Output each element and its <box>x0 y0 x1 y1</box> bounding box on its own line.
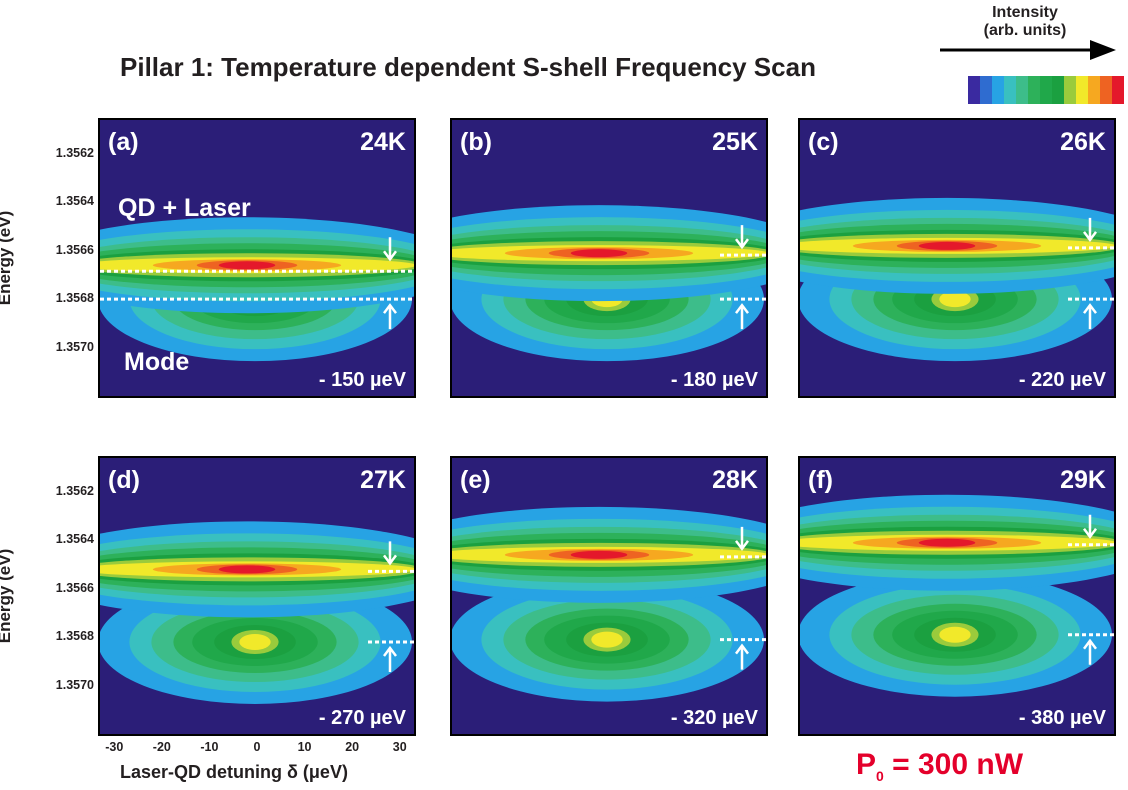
colorscale-swatch <box>1088 76 1100 104</box>
temperature-label: 25K <box>712 128 758 156</box>
heatmap-plot: (a) 24K - 150 µeV QD + Laser Mode <box>100 120 414 396</box>
heatmap-panel: (c) 26K - 220 µeV <box>798 118 1116 398</box>
colorscale-swatch <box>980 76 992 104</box>
colorscale-swatch <box>1064 76 1076 104</box>
panel-letter: (f) <box>808 466 833 494</box>
down-arrow-icon <box>735 225 749 250</box>
colorscale-swatch <box>1100 76 1112 104</box>
heatmap-panel: (e) 28K - 320 µeV <box>450 456 768 736</box>
down-arrow-icon <box>1083 217 1097 242</box>
up-arrow-icon <box>383 645 397 672</box>
colorscale-swatch <box>1076 76 1088 104</box>
temperature-label: 29K <box>1060 466 1106 494</box>
colorscale-swatch <box>1052 76 1064 104</box>
y-tick-label: 1.3562 <box>55 145 94 160</box>
up-arrow-icon <box>735 643 749 670</box>
down-arrow-icon <box>1083 514 1097 539</box>
x-tick-label: -20 <box>152 740 171 754</box>
laser-contour <box>918 538 976 547</box>
temperature-label: 28K <box>712 466 758 494</box>
y-axis-label: Energy (eV) <box>0 548 15 644</box>
y-tick-label: 1.3566 <box>55 242 94 257</box>
y-tick-label: 1.3562 <box>55 483 94 498</box>
x-tick-label: -10 <box>200 740 219 754</box>
shift-label: - 220 µeV <box>1019 369 1107 391</box>
laser-contour <box>218 565 276 574</box>
up-arrow-icon <box>1083 638 1097 665</box>
shift-label: - 180 µeV <box>671 369 759 391</box>
temperature-label: 24K <box>360 128 406 156</box>
mode-contour <box>939 291 971 308</box>
heatmap-panel: (f) 29K - 380 µeV <box>798 456 1116 736</box>
colorscale-swatch <box>1004 76 1016 104</box>
legend-title: Intensity (arb. units) <box>983 4 1067 39</box>
colorscale-swatch <box>968 76 980 104</box>
x-tick-label: 30 <box>392 740 407 754</box>
y-tick-label: 1.3564 <box>55 194 94 209</box>
panel-letter: (d) <box>108 466 140 494</box>
panel-letter: (b) <box>460 128 492 156</box>
down-arrow-icon <box>383 237 397 262</box>
heatmap-plot: (e) 28K - 320 µeV <box>452 458 766 734</box>
shift-label: - 320 µeV <box>671 707 759 729</box>
colorscale-bar <box>968 76 1124 104</box>
heatmap-panel: (d) 27K - 270 µeV <box>98 456 416 736</box>
figure-title: Pillar 1: Temperature dependent S-shell … <box>120 52 816 82</box>
laser-contour <box>918 241 976 250</box>
heatmap-plot: (d) 27K - 270 µeV <box>100 458 414 734</box>
y-axis-label: Energy (eV) <box>0 210 15 306</box>
laser-contour <box>570 249 628 258</box>
mode-contour <box>939 626 971 643</box>
heatmap-plot: (c) 26K - 220 µeV <box>800 120 1114 396</box>
colorscale-swatch <box>992 76 1004 104</box>
shift-label: - 150 µeV <box>319 369 407 391</box>
colorscale-swatch <box>1040 76 1052 104</box>
x-tick-label: 10 <box>297 740 312 754</box>
x-tick-label: 20 <box>345 740 360 754</box>
power-label: P0 = 300 nW <box>856 748 1024 784</box>
heatmap-panel: (a) 24K - 150 µeV QD + Laser Mode <box>98 118 416 398</box>
mode-contour <box>239 634 271 650</box>
down-arrow-icon <box>383 541 397 566</box>
mode-contour <box>591 631 623 648</box>
colorscale-swatch <box>1112 76 1124 104</box>
x-axis-label: Laser-QD detuning δ (μeV) <box>120 762 348 782</box>
laser-contour <box>570 550 628 559</box>
intensity-arrow-icon <box>940 40 1116 60</box>
mode-label: Mode <box>124 348 189 376</box>
panel-letter: (c) <box>808 128 839 156</box>
up-arrow-icon <box>735 303 749 330</box>
heatmap-panel: (b) 25K - 180 µeV <box>450 118 768 398</box>
y-tick-label: 1.3570 <box>55 339 94 354</box>
heatmap-plot: (b) 25K - 180 µeV <box>452 120 766 396</box>
y-tick-label: 1.3566 <box>55 580 94 595</box>
shift-label: - 270 µeV <box>319 707 407 729</box>
heatmap-plot: (f) 29K - 380 µeV <box>800 458 1114 734</box>
panel-letter: (e) <box>460 466 491 494</box>
panel-letter: (a) <box>108 128 139 156</box>
y-tick-label: 1.3568 <box>55 291 94 306</box>
y-tick-label: 1.3564 <box>55 532 94 547</box>
x-tick-label: 0 <box>253 740 261 754</box>
x-tick-label: -30 <box>105 740 124 754</box>
colorscale-swatch <box>1028 76 1040 104</box>
down-arrow-icon <box>735 526 749 551</box>
up-arrow-icon <box>383 303 397 330</box>
colorscale-swatch <box>1016 76 1028 104</box>
shift-label: - 380 µeV <box>1019 707 1107 729</box>
temperature-label: 27K <box>360 466 406 494</box>
up-arrow-icon <box>1083 303 1097 330</box>
temperature-label: 26K <box>1060 128 1106 156</box>
laser-contour <box>218 261 276 270</box>
y-tick-label: 1.3570 <box>55 677 94 692</box>
qd-laser-label: QD + Laser <box>118 194 251 222</box>
y-tick-label: 1.3568 <box>55 629 94 644</box>
